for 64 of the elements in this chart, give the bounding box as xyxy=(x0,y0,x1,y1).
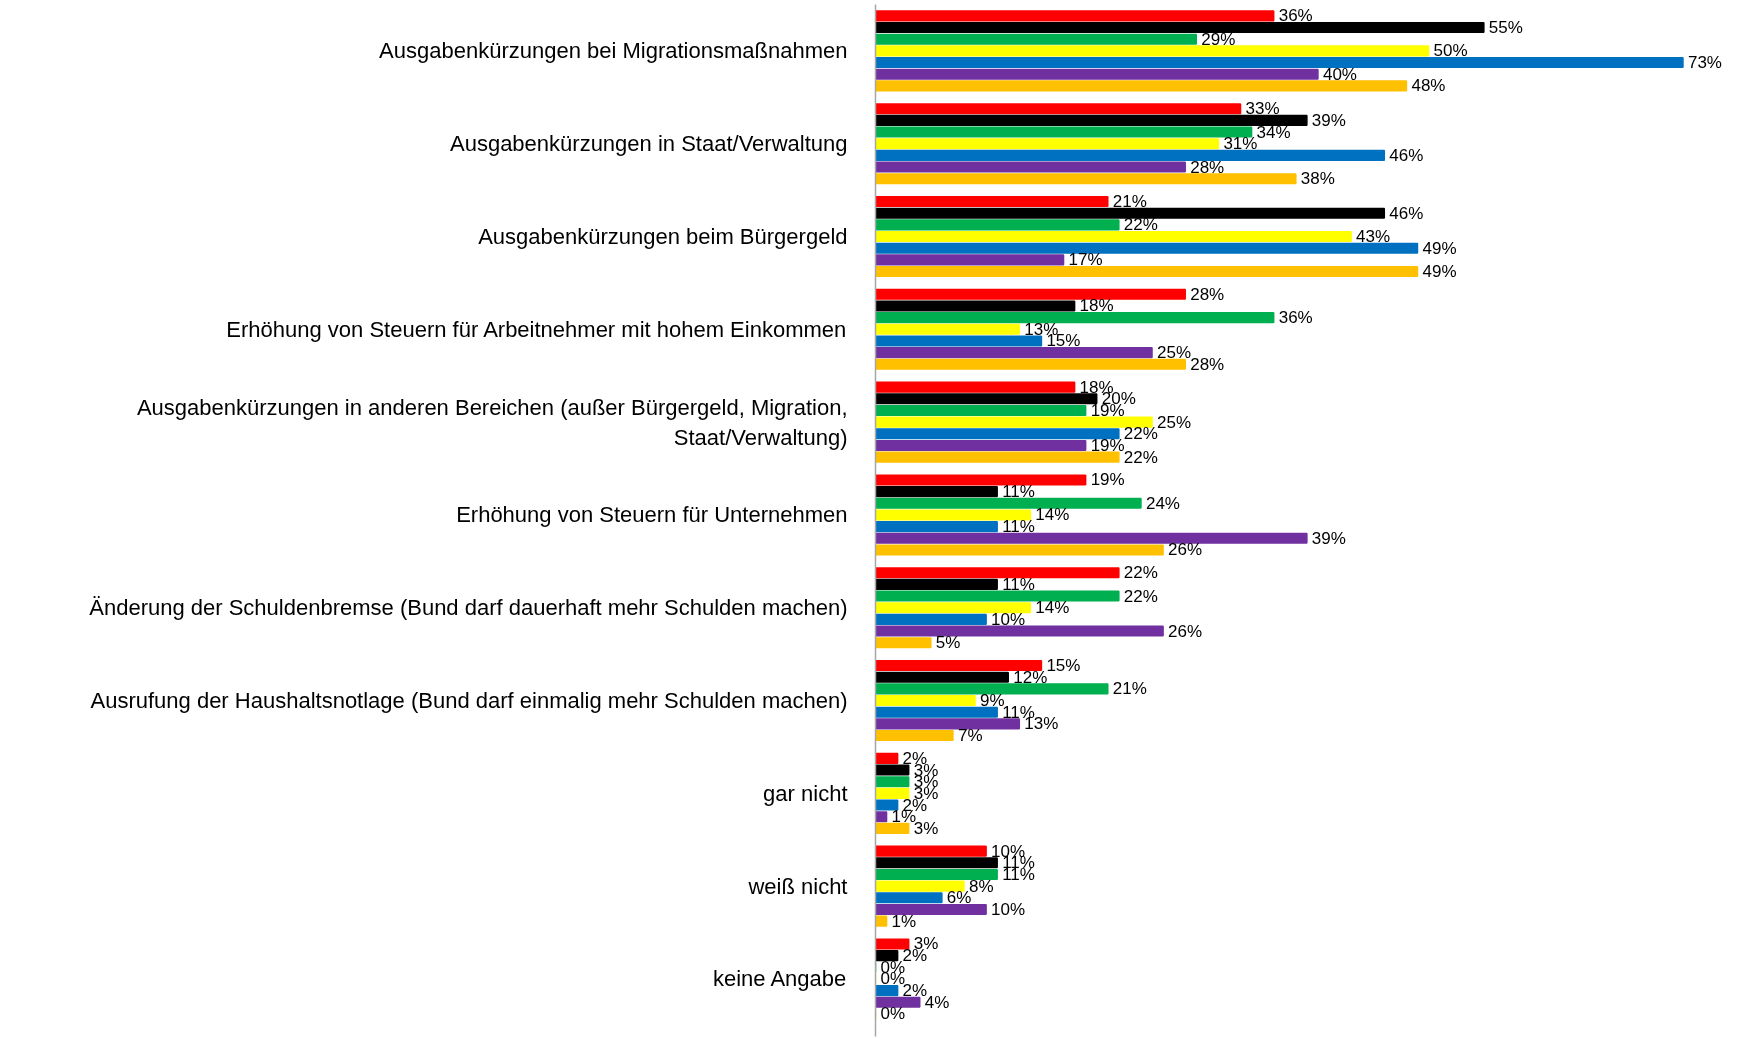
data-label: 10% xyxy=(991,609,1026,629)
data-label: 15% xyxy=(1046,656,1081,676)
data-label: 22% xyxy=(1123,563,1158,583)
data-label: 9% xyxy=(980,691,1005,711)
data-label: 11% xyxy=(1002,574,1035,594)
data-label: 26% xyxy=(1168,540,1203,560)
data-label: 21% xyxy=(1112,679,1147,699)
data-label: 31% xyxy=(1223,134,1258,154)
data-label: 22% xyxy=(1123,586,1158,606)
data-label: 18% xyxy=(1079,296,1114,316)
data-label: 43% xyxy=(1356,227,1391,247)
data-label: 36% xyxy=(1278,308,1313,328)
data-label: 55% xyxy=(1488,18,1523,38)
data-label: 25% xyxy=(1157,343,1192,363)
data-label: 49% xyxy=(1422,238,1457,258)
data-label: 22% xyxy=(1123,424,1158,444)
data-label: 7% xyxy=(957,726,983,746)
y-tick-label: weiß nicht xyxy=(747,873,848,899)
data-label: 38% xyxy=(1300,169,1335,189)
data-label: 11% xyxy=(1002,517,1035,537)
data-label: 40% xyxy=(1322,64,1357,84)
y-tick-label: Ausgabenkürzungen bei Migrationsmaßnahmen xyxy=(379,38,848,64)
data-label: 49% xyxy=(1422,262,1457,282)
data-label: 22% xyxy=(1123,447,1158,467)
data-label: 25% xyxy=(1157,412,1192,432)
y-tick-label: Ausgabenkürzungen beim Bürgergeld xyxy=(478,224,848,250)
y-tick-label: Ausgabenkürzungen in anderen Bereichen (außer Bürgergeld, Migration, Staat/Verwaltung) xyxy=(136,394,848,450)
data-label: 34% xyxy=(1256,122,1291,142)
data-label: 36% xyxy=(1278,6,1313,26)
data-label: 17% xyxy=(1068,250,1103,270)
data-label: 50% xyxy=(1433,41,1468,61)
data-label: 21% xyxy=(1112,192,1147,212)
y-tick-label: gar nicht xyxy=(763,780,848,806)
data-label: 28% xyxy=(1190,354,1225,374)
data-label: 14% xyxy=(1035,598,1070,618)
data-label: 12% xyxy=(1013,667,1048,687)
data-label: 11% xyxy=(1002,482,1035,502)
data-label: 14% xyxy=(1035,505,1070,525)
data-label: 39% xyxy=(1311,110,1346,130)
data-label: 33% xyxy=(1245,99,1280,119)
data-label: 28% xyxy=(1190,157,1225,177)
data-label: 73% xyxy=(1687,53,1722,73)
data-label: 39% xyxy=(1311,528,1346,548)
data-label: 19% xyxy=(1090,470,1125,490)
data-label: 8% xyxy=(968,876,994,896)
y-tick-label: Erhöhung von Steuern für Unternehmen xyxy=(456,502,848,528)
data-label: 26% xyxy=(1168,621,1203,641)
data-label: 1% xyxy=(891,911,917,931)
data-label: 22% xyxy=(1123,215,1158,235)
data-label: 28% xyxy=(1190,284,1225,304)
y-tick-label: Erhöhung von Steuern für Arbeitnehmer mit hohem Einkommen xyxy=(226,316,847,342)
data-label: 48% xyxy=(1411,76,1446,96)
y-tick-label: keine Angabe xyxy=(712,966,847,992)
y-tick-label: Änderung der Schuldenbremse (Bund darf dauerhaft mehr Schulden machen) xyxy=(89,595,848,621)
data-label: 46% xyxy=(1389,203,1424,223)
data-label: 24% xyxy=(1145,493,1180,513)
data-label: 19% xyxy=(1090,435,1125,455)
data-label: 46% xyxy=(1389,145,1424,165)
y-tick-label: Ausrufung der Haushaltsnotlage (Bund darf einmalig mehr Schulden machen) xyxy=(90,688,848,714)
data-label: 29% xyxy=(1201,29,1236,49)
data-label: 0% xyxy=(880,1004,906,1024)
data-label: 5% xyxy=(935,633,961,653)
y-tick-label: Ausgabenkürzungen in Staat/Verwaltung xyxy=(450,131,848,157)
data-label: 10% xyxy=(991,899,1026,919)
